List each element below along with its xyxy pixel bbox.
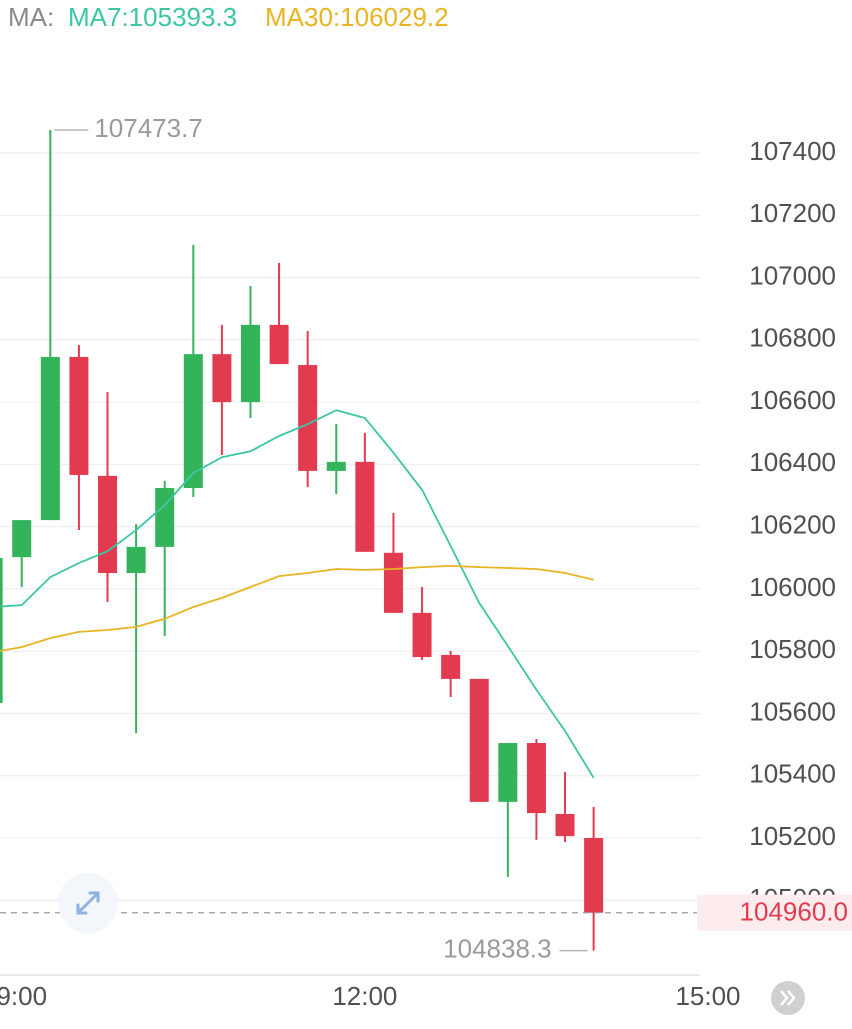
grid: 1050001052001054001056001058001060001062… (0, 136, 836, 1011)
y-tick-label: 105800 (749, 634, 836, 664)
candle-body (240, 324, 260, 403)
y-tick-label: 106400 (749, 447, 836, 477)
candle-body (383, 552, 403, 613)
candle-body (0, 558, 3, 703)
scroll-end-button[interactable] (771, 981, 805, 1015)
x-tick-label: 12:00 (332, 981, 397, 1011)
candle-body (412, 612, 432, 658)
y-tick-label: 107400 (749, 136, 836, 166)
candle-body (498, 743, 518, 802)
candle-body (269, 324, 289, 365)
y-tick-label: 107200 (749, 198, 836, 228)
ma-line (0, 409, 595, 779)
candle-body (98, 475, 118, 574)
y-tick-label: 106200 (749, 510, 836, 540)
candle-body (40, 356, 60, 521)
last-price-tag (697, 894, 852, 931)
candle-body (355, 461, 375, 552)
candle-body (12, 520, 32, 558)
x-tick-label: 15:00 (675, 981, 740, 1011)
candle-body (298, 365, 318, 471)
candle-body (326, 461, 346, 471)
candle-body (155, 488, 175, 547)
y-tick-label: 106800 (749, 323, 836, 353)
plot: 107473.7 104838.3 104960.0 (0, 113, 852, 963)
candle-body (183, 354, 203, 489)
candle-body (212, 354, 232, 403)
expand-button[interactable] (58, 873, 118, 933)
last-price-label: 104960.0 (740, 897, 848, 927)
y-tick-label: 105400 (749, 759, 836, 789)
candle-body (584, 837, 604, 913)
ma-label: MA: (8, 2, 54, 32)
scroll-end-icon (780, 990, 796, 1006)
candle-body (126, 546, 146, 574)
x-tick-label: 9:00 (0, 981, 47, 1011)
legend-entry: MA30:106029.2 (265, 2, 449, 32)
candle-body (555, 814, 575, 837)
max-label: 107473.7 (94, 113, 202, 143)
expand-icon (76, 891, 100, 915)
ma-line (0, 564, 594, 652)
legend-entry: MA7:105393.3 (68, 2, 237, 32)
y-tick-label: 105600 (749, 696, 836, 726)
candle-body (441, 654, 461, 679)
candle-body (526, 743, 546, 814)
candle-body (69, 356, 89, 475)
y-tick-label: 105200 (749, 821, 836, 851)
y-tick-label: 106600 (749, 385, 836, 415)
y-tick-label: 107000 (749, 260, 836, 290)
candle-body (469, 678, 489, 802)
min-label: 104838.3 (443, 933, 551, 963)
y-tick-label: 106000 (749, 572, 836, 602)
